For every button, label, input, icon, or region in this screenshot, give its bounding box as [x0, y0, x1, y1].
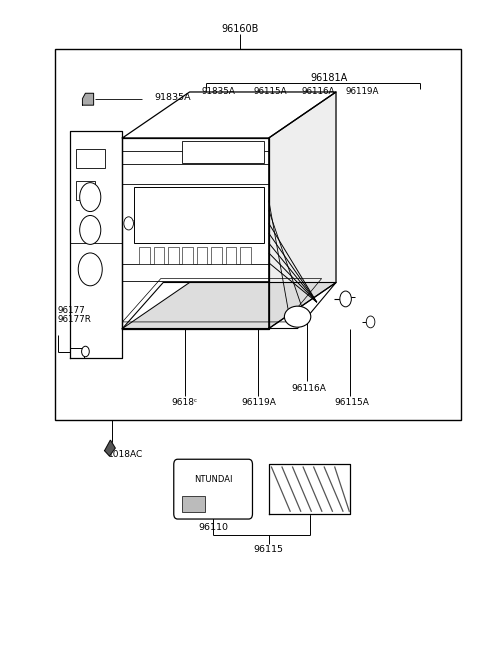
Text: 96115A: 96115A: [335, 397, 369, 407]
Circle shape: [124, 217, 133, 230]
Text: 1018AC: 1018AC: [108, 450, 144, 459]
Polygon shape: [70, 131, 122, 358]
Circle shape: [340, 291, 351, 307]
Text: 96115: 96115: [254, 545, 284, 555]
Text: 96177R: 96177R: [58, 315, 92, 324]
Bar: [182, 141, 264, 163]
Bar: [182, 247, 193, 264]
Polygon shape: [269, 92, 336, 328]
Bar: [134, 187, 264, 243]
Bar: [139, 247, 150, 264]
Polygon shape: [122, 92, 336, 138]
Polygon shape: [83, 93, 94, 105]
Text: 96177: 96177: [58, 306, 85, 315]
Bar: [76, 181, 95, 200]
FancyBboxPatch shape: [174, 459, 252, 519]
Polygon shape: [122, 138, 269, 328]
Polygon shape: [269, 464, 350, 514]
Text: 96160B: 96160B: [221, 24, 259, 34]
Bar: [154, 247, 164, 264]
Bar: [197, 247, 207, 264]
Circle shape: [366, 316, 375, 328]
Circle shape: [82, 346, 89, 357]
Bar: [55, 49, 461, 420]
Circle shape: [80, 215, 101, 244]
Circle shape: [80, 183, 101, 212]
Text: 96181A: 96181A: [310, 72, 348, 83]
Polygon shape: [122, 283, 336, 328]
Text: 91835A: 91835A: [202, 87, 235, 97]
Text: 96116A: 96116A: [301, 87, 335, 97]
Bar: [182, 496, 205, 512]
Text: 91835A: 91835A: [155, 93, 191, 102]
Text: 96110: 96110: [198, 523, 228, 532]
Circle shape: [78, 253, 102, 286]
Bar: [168, 247, 179, 264]
Text: 9618ᶜ: 9618ᶜ: [172, 397, 198, 407]
Ellipse shape: [284, 306, 311, 327]
Polygon shape: [105, 440, 115, 456]
Bar: [76, 149, 105, 168]
Bar: [240, 247, 251, 264]
Text: 96116A: 96116A: [291, 384, 326, 394]
Text: NTUNDAI: NTUNDAI: [194, 475, 232, 484]
Text: 96115A: 96115A: [253, 87, 287, 97]
Text: 96119A: 96119A: [242, 397, 276, 407]
Text: 96119A: 96119A: [346, 87, 379, 97]
Bar: [226, 247, 236, 264]
Bar: [211, 247, 222, 264]
